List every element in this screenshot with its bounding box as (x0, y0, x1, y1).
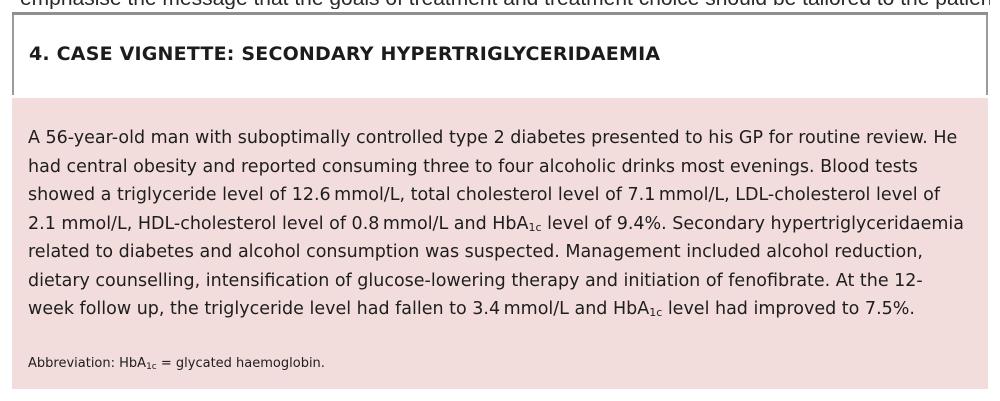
case-vignette-box: 4. CASE VIGNETTE: SECONDARY HYPERTRIGLYC… (12, 12, 988, 389)
case-text-part-2: level of 9.4%. Secondary hypertriglyceri… (28, 213, 964, 320)
hba1c-subscript: 1c (146, 362, 157, 372)
case-description: A 56-year-old man with suboptimally cont… (28, 124, 968, 324)
case-vignette-title: 4. CASE VIGNETTE: SECONDARY HYPERTRIGLYC… (29, 43, 661, 65)
case-text-part-3: level had improved to 7.5%. (662, 299, 915, 319)
hba1c-subscript: 1c (528, 220, 542, 234)
hba1c-subscript: 1c (649, 306, 663, 319)
preceding-text-fragment: emphasise the message that the goals of … (20, 0, 990, 9)
case-vignette-body: A 56-year-old man with suboptimally cont… (12, 98, 988, 389)
case-text-part-1: A 56-year-old man with suboptimally cont… (28, 128, 958, 234)
abbreviation-suffix: = glycated haemoglobin. (156, 356, 325, 371)
case-vignette-header: 4. CASE VIGNETTE: SECONDARY HYPERTRIGLYC… (12, 15, 988, 95)
abbreviation-note: Abbreviation: HbA1c = glycated haemoglob… (28, 356, 325, 372)
abbreviation-prefix: Abbreviation: HbA (28, 356, 147, 371)
